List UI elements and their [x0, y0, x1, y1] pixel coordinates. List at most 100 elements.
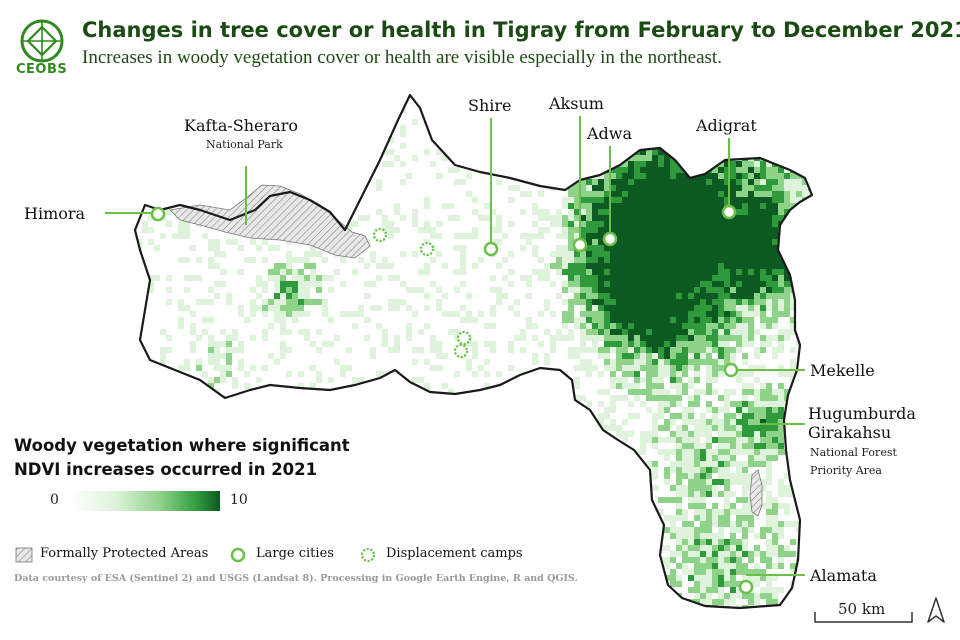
vegetation-cell: [424, 605, 430, 608]
vegetation-cell: [670, 371, 676, 377]
vegetation-cell: [664, 347, 670, 353]
vegetation-cell: [766, 413, 772, 419]
vegetation-cell: [484, 503, 490, 509]
vegetation-cell: [730, 509, 736, 515]
vegetation-cell: [376, 323, 382, 329]
vegetation-cell: [160, 353, 166, 359]
vegetation-cell: [640, 287, 646, 293]
vegetation-cell: [730, 173, 736, 179]
vegetation-cell: [700, 461, 706, 467]
vegetation-cell: [274, 167, 280, 173]
vegetation-cell: [442, 311, 448, 317]
vegetation-cell: [730, 299, 736, 305]
vegetation-cell: [598, 419, 604, 425]
vegetation-cell: [592, 323, 598, 329]
vegetation-cell: [634, 191, 640, 197]
vegetation-cell: [796, 581, 802, 587]
vegetation-cell: [622, 269, 628, 275]
vegetation-cell: [664, 173, 670, 179]
vegetation-cell: [586, 233, 592, 239]
vegetation-cell: [676, 179, 682, 185]
vegetation-cell: [688, 605, 694, 608]
vegetation-cell: [598, 323, 604, 329]
vegetation-cell: [135, 341, 136, 347]
vegetation-cell: [334, 101, 340, 107]
vegetation-cell: [562, 269, 568, 275]
vegetation-cell: [766, 587, 772, 593]
vegetation-cell: [220, 491, 226, 497]
vegetation-cell: [484, 473, 490, 479]
vegetation-cell: [742, 509, 748, 515]
vegetation-cell: [232, 539, 238, 545]
vegetation-cell: [646, 245, 652, 251]
vegetation-cell: [652, 317, 658, 323]
vegetation-cell: [490, 413, 496, 419]
vegetation-cell: [640, 563, 646, 569]
vegetation-cell: [448, 215, 454, 221]
vegetation-cell: [724, 233, 730, 239]
vegetation-cell: [622, 107, 628, 113]
vegetation-cell: [694, 215, 700, 221]
vegetation-cell: [724, 305, 730, 311]
vegetation-cell: [304, 107, 310, 113]
vegetation-cell: [766, 161, 772, 167]
vegetation-cell: [610, 365, 616, 371]
vegetation-cell: [664, 215, 670, 221]
vegetation-cell: [646, 587, 652, 593]
vegetation-cell: [352, 401, 358, 407]
vegetation-cell: [286, 299, 292, 305]
vegetation-cell: [676, 431, 682, 437]
vegetation-cell: [724, 257, 730, 263]
vegetation-cell: [670, 209, 676, 215]
vegetation-cell: [664, 365, 670, 371]
vegetation-cell: [700, 581, 706, 587]
vegetation-cell: [652, 239, 658, 245]
vegetation-cell: [802, 179, 808, 185]
vegetation-cell: [640, 359, 646, 365]
vegetation-cell: [772, 233, 778, 239]
vegetation-cell: [424, 227, 430, 233]
vegetation-cell: [532, 557, 538, 563]
vegetation-cell: [700, 185, 706, 191]
vegetation-cell: [652, 473, 658, 479]
vegetation-cell: [688, 215, 694, 221]
vegetation-cell: [700, 443, 706, 449]
vegetation-cell: [700, 155, 706, 161]
vegetation-cell: [574, 191, 580, 197]
vegetation-cell: [406, 335, 412, 341]
vegetation-cell: [598, 269, 604, 275]
vegetation-cell: [736, 437, 742, 443]
vegetation-cell: [718, 239, 724, 245]
vegetation-cell: [652, 209, 658, 215]
map-subtitle: Increases in woody vegetation cover or h…: [82, 47, 722, 68]
vegetation-cell: [760, 245, 766, 251]
vegetation-cell: [310, 281, 316, 287]
vegetation-cell: [682, 353, 688, 359]
vegetation-cell: [628, 305, 634, 311]
vegetation-cell: [232, 329, 238, 335]
vegetation-cell: [790, 563, 796, 569]
vegetation-cell: [208, 197, 214, 203]
vegetation-cell: [772, 347, 778, 353]
vegetation-cell: [526, 377, 532, 383]
vegetation-cell: [322, 341, 328, 347]
vegetation-cell: [250, 365, 256, 371]
vegetation-cell: [214, 281, 220, 287]
vegetation-cell: [490, 521, 496, 527]
vegetation-cell: [508, 587, 514, 593]
vegetation-cell: [592, 335, 598, 341]
vegetation-cell: [814, 491, 820, 497]
vegetation-cell: [694, 335, 700, 341]
vegetation-cell: [370, 587, 376, 593]
vegetation-cell: [802, 239, 808, 245]
vegetation-cell: [700, 269, 706, 275]
vegetation-cell: [598, 311, 604, 317]
vegetation-cell: [352, 221, 358, 227]
vegetation-cell: [736, 461, 742, 467]
vegetation-cell: [274, 311, 280, 317]
vegetation-cell: [676, 377, 682, 383]
vegetation-cell: [424, 323, 430, 329]
vegetation-cell: [808, 245, 812, 251]
vegetation-cell: [220, 371, 226, 377]
vegetation-cell: [580, 179, 586, 185]
